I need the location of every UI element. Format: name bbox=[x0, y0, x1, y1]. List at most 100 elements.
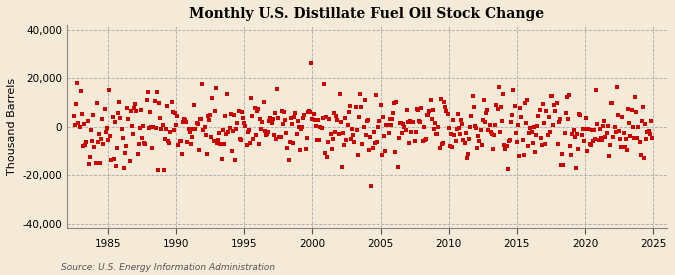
Point bbox=[412, 107, 423, 111]
Point bbox=[526, 130, 537, 134]
Point bbox=[128, 131, 138, 136]
Point bbox=[111, 146, 122, 150]
Text: Source: U.S. Energy Information Administration: Source: U.S. Energy Information Administ… bbox=[61, 263, 275, 272]
Point bbox=[440, 105, 451, 109]
Point bbox=[392, 165, 403, 169]
Point bbox=[139, 141, 150, 145]
Point bbox=[529, 125, 539, 129]
Point bbox=[189, 103, 200, 107]
Point bbox=[276, 109, 287, 114]
Point bbox=[362, 119, 373, 123]
Point bbox=[241, 143, 252, 147]
Point bbox=[410, 130, 421, 135]
Point bbox=[448, 118, 458, 122]
Point bbox=[369, 141, 380, 145]
Point bbox=[259, 129, 270, 133]
Point bbox=[310, 123, 321, 128]
Point bbox=[71, 101, 82, 106]
Point bbox=[483, 128, 494, 133]
Point bbox=[419, 138, 430, 142]
Point bbox=[222, 92, 233, 97]
Point bbox=[405, 119, 416, 123]
Point bbox=[572, 132, 583, 136]
Point bbox=[296, 127, 306, 131]
Point bbox=[176, 152, 187, 156]
Point bbox=[172, 114, 183, 118]
Point bbox=[447, 145, 458, 149]
Point bbox=[585, 143, 596, 147]
Point bbox=[190, 126, 201, 131]
Point bbox=[627, 125, 638, 130]
Point bbox=[558, 163, 569, 167]
Point bbox=[308, 112, 319, 116]
Point bbox=[554, 120, 564, 124]
Point bbox=[104, 88, 115, 93]
Point bbox=[247, 113, 258, 118]
Point bbox=[614, 128, 624, 133]
Point bbox=[477, 118, 488, 122]
Point bbox=[467, 94, 478, 98]
Point bbox=[573, 147, 584, 151]
Point bbox=[275, 135, 286, 139]
Point bbox=[171, 123, 182, 128]
Point bbox=[537, 143, 547, 147]
Point bbox=[605, 101, 616, 105]
Point bbox=[450, 139, 461, 143]
Point bbox=[240, 124, 251, 128]
Point bbox=[182, 140, 193, 144]
Point bbox=[590, 137, 601, 141]
Point bbox=[169, 111, 180, 115]
Point bbox=[248, 136, 259, 141]
Point bbox=[504, 139, 514, 143]
Point bbox=[324, 117, 335, 121]
Point bbox=[232, 121, 243, 125]
Point bbox=[406, 129, 416, 134]
Point bbox=[431, 132, 441, 136]
Point bbox=[477, 143, 487, 148]
Point bbox=[495, 105, 506, 109]
Point bbox=[603, 154, 614, 158]
Point bbox=[94, 131, 105, 136]
Point bbox=[532, 124, 543, 129]
Point bbox=[387, 117, 398, 121]
Point bbox=[180, 117, 190, 122]
Point bbox=[632, 136, 643, 140]
Point bbox=[316, 126, 327, 130]
Point bbox=[301, 136, 312, 140]
Point bbox=[530, 150, 541, 155]
Point bbox=[161, 103, 172, 108]
Point bbox=[317, 116, 328, 120]
Point bbox=[121, 143, 132, 148]
Point bbox=[616, 144, 626, 149]
Point bbox=[402, 120, 413, 124]
Y-axis label: Thousand Barrels: Thousand Barrels bbox=[7, 78, 17, 175]
Point bbox=[219, 142, 230, 146]
Point bbox=[587, 138, 598, 143]
Point bbox=[294, 147, 305, 152]
Point bbox=[239, 121, 250, 125]
Point bbox=[91, 100, 102, 105]
Point bbox=[549, 102, 560, 107]
Point bbox=[509, 104, 520, 108]
Point bbox=[407, 120, 418, 125]
Point bbox=[591, 88, 601, 92]
Point bbox=[539, 121, 549, 125]
Point bbox=[98, 142, 109, 146]
Point bbox=[612, 85, 622, 90]
Point bbox=[223, 130, 234, 134]
Point bbox=[249, 106, 260, 111]
Point bbox=[314, 138, 325, 142]
Point bbox=[346, 137, 356, 141]
Point bbox=[598, 124, 609, 128]
Point bbox=[396, 121, 406, 126]
Point bbox=[355, 92, 366, 97]
Point bbox=[399, 125, 410, 129]
Point bbox=[446, 132, 456, 136]
Point bbox=[289, 115, 300, 120]
Point bbox=[252, 107, 263, 111]
Point bbox=[284, 140, 295, 144]
Point bbox=[263, 130, 273, 134]
Point bbox=[147, 146, 158, 150]
Point bbox=[86, 139, 97, 143]
Point bbox=[617, 115, 628, 119]
